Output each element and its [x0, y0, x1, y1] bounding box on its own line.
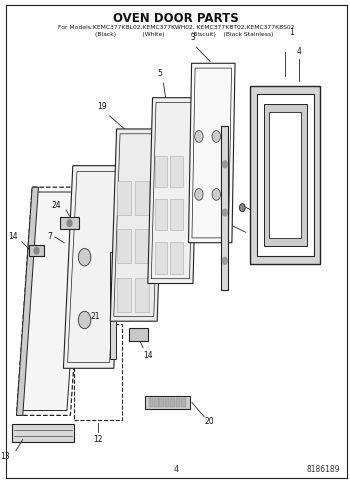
Circle shape: [239, 204, 245, 212]
Polygon shape: [270, 113, 301, 238]
Polygon shape: [60, 217, 79, 229]
Text: 2: 2: [250, 242, 255, 251]
Text: 4: 4: [174, 465, 179, 474]
Polygon shape: [176, 398, 180, 408]
Polygon shape: [170, 156, 183, 187]
Polygon shape: [181, 398, 186, 408]
Circle shape: [212, 189, 220, 200]
Circle shape: [78, 312, 91, 329]
Polygon shape: [170, 398, 175, 408]
Polygon shape: [117, 278, 131, 312]
Circle shape: [223, 161, 228, 168]
Text: 19: 19: [98, 102, 107, 111]
Text: 20: 20: [204, 417, 214, 426]
Text: 4: 4: [296, 47, 301, 57]
Circle shape: [223, 209, 228, 216]
Text: 14: 14: [8, 232, 18, 241]
Polygon shape: [154, 398, 159, 408]
Text: 12: 12: [93, 435, 103, 444]
Text: 8186189: 8186189: [306, 465, 340, 474]
Polygon shape: [170, 199, 183, 230]
Text: 24: 24: [52, 200, 61, 210]
Polygon shape: [148, 398, 153, 408]
Polygon shape: [135, 181, 148, 215]
Polygon shape: [155, 199, 167, 230]
Text: 14: 14: [144, 351, 153, 359]
Polygon shape: [264, 104, 307, 246]
Circle shape: [195, 189, 203, 200]
Polygon shape: [16, 187, 86, 415]
Circle shape: [195, 130, 203, 142]
Polygon shape: [135, 229, 148, 263]
Circle shape: [223, 257, 228, 264]
Polygon shape: [63, 166, 123, 368]
Circle shape: [67, 220, 72, 227]
Circle shape: [212, 130, 220, 142]
Text: OVEN DOOR PARTS: OVEN DOOR PARTS: [113, 12, 239, 25]
Polygon shape: [20, 192, 83, 411]
Polygon shape: [135, 278, 148, 312]
Polygon shape: [145, 396, 190, 410]
Polygon shape: [148, 98, 198, 284]
Polygon shape: [117, 181, 131, 215]
Polygon shape: [257, 95, 314, 256]
Text: 13: 13: [1, 452, 10, 461]
Polygon shape: [16, 187, 38, 415]
Text: 3: 3: [190, 33, 195, 42]
Polygon shape: [110, 252, 116, 358]
Text: 5: 5: [158, 69, 162, 78]
Polygon shape: [250, 86, 320, 265]
Polygon shape: [12, 424, 74, 442]
Polygon shape: [160, 398, 164, 408]
Polygon shape: [155, 242, 167, 274]
Text: 1: 1: [289, 28, 294, 37]
Text: 7: 7: [47, 232, 52, 242]
Text: 23: 23: [257, 213, 266, 222]
Text: For Models:KEMC377KBL02,KEMC377KWH02, KEMC377KBT02,KEMC377KBS02: For Models:KEMC377KBL02,KEMC377KWH02, KE…: [58, 25, 295, 29]
Polygon shape: [155, 156, 167, 187]
Polygon shape: [165, 398, 169, 408]
Polygon shape: [110, 129, 163, 321]
Polygon shape: [189, 63, 235, 242]
Polygon shape: [117, 229, 131, 263]
Polygon shape: [129, 328, 148, 341]
Polygon shape: [29, 245, 44, 256]
Text: 21: 21: [91, 312, 100, 321]
Text: (Black)              (White)              (Biscuit)    (Black Stainless): (Black) (White) (Biscuit) (Black Stainle…: [80, 32, 273, 37]
Polygon shape: [170, 242, 183, 274]
Polygon shape: [222, 126, 229, 290]
Circle shape: [78, 248, 91, 266]
Circle shape: [34, 247, 39, 254]
